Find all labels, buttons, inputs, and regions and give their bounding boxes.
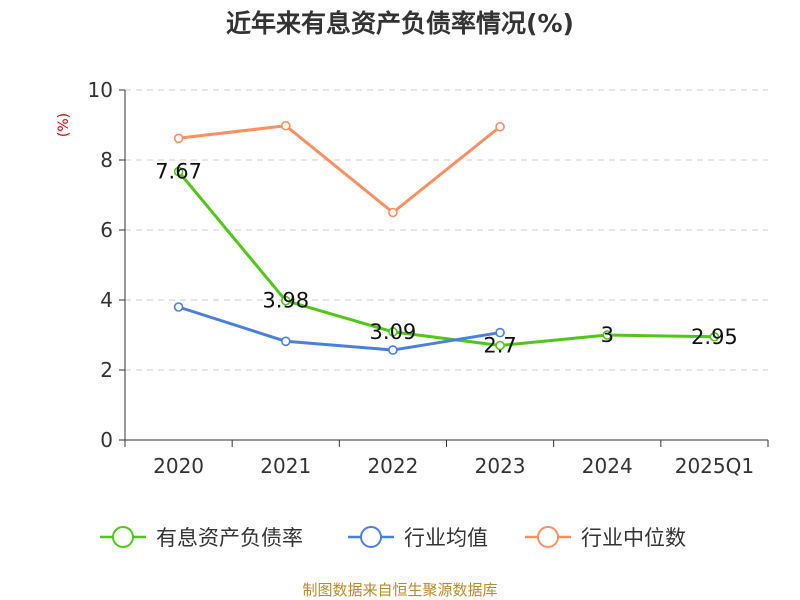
legend-label: 有息资产负债率	[156, 526, 303, 550]
x-tick-label: 2020	[153, 454, 204, 478]
data-point[interactable]	[709, 331, 720, 342]
series-line	[178, 305, 501, 352]
data-point[interactable]	[495, 121, 505, 132]
axes: 0 2 4 6 8 10 2020 2021 2022 2023 2024 2025Q1	[88, 78, 769, 478]
x-tick-label: 2021	[260, 454, 311, 478]
y-tick-label: 0	[100, 428, 113, 452]
legend-item[interactable]: 有息资产负债率	[100, 526, 303, 550]
y-tick-label: 6	[100, 218, 113, 242]
data-label: 3.98	[262, 289, 309, 313]
data-label: 3.09	[370, 320, 417, 344]
source-note: 制图数据来自恒生聚源数据库	[302, 581, 497, 599]
data-point[interactable]	[388, 345, 398, 355]
data-label: 2.7	[483, 334, 516, 358]
series-line	[178, 124, 502, 214]
data-point[interactable]	[388, 327, 398, 337]
legend-marker-icon	[360, 526, 382, 548]
data-point[interactable]	[495, 327, 505, 338]
y-tick-label: 10	[88, 78, 113, 102]
legend-label: 行业均值	[404, 526, 488, 550]
legend-item[interactable]: 行业中位数	[525, 526, 686, 550]
chart-title: 近年来有息资产负债率情况(%)	[226, 9, 574, 38]
y-axis-unit: (%)	[56, 113, 72, 137]
data-point[interactable]	[495, 340, 505, 351]
y-tick-label: 4	[100, 288, 113, 312]
data-point[interactable]	[280, 295, 291, 306]
y-tick-label: 2	[100, 358, 113, 382]
data-label: 3	[601, 323, 614, 347]
data-point[interactable]	[388, 207, 398, 218]
data-labels: 7.67 3.98 3.09 2.7 3 2.95	[155, 160, 738, 358]
legend-marker-icon	[537, 526, 559, 548]
data-point[interactable]	[280, 336, 291, 347]
data-point[interactable]	[602, 330, 613, 340]
grid-lines	[125, 89, 768, 371]
data-label: 2.95	[691, 325, 738, 349]
x-tick-label: 2025Q1	[675, 454, 754, 478]
legend[interactable]: 有息资产负债率 行业均值 行业中位数	[100, 526, 686, 550]
series-line	[177, 170, 715, 347]
data-point[interactable]	[173, 302, 184, 312]
x-tick-label: 2022	[367, 454, 418, 478]
x-tick-label: 2023	[475, 454, 526, 478]
data-point[interactable]	[280, 120, 291, 131]
data-point[interactable]	[173, 166, 184, 177]
legend-item[interactable]: 行业均值	[348, 526, 488, 550]
y-tick-label: 8	[100, 148, 113, 172]
legend-marker-icon	[112, 526, 134, 548]
data-label: 7.67	[155, 160, 202, 184]
legend-label: 行业中位数	[581, 526, 686, 550]
data-point[interactable]	[173, 133, 184, 144]
x-tick-label: 2024	[582, 454, 633, 478]
series-lines	[173, 120, 720, 355]
